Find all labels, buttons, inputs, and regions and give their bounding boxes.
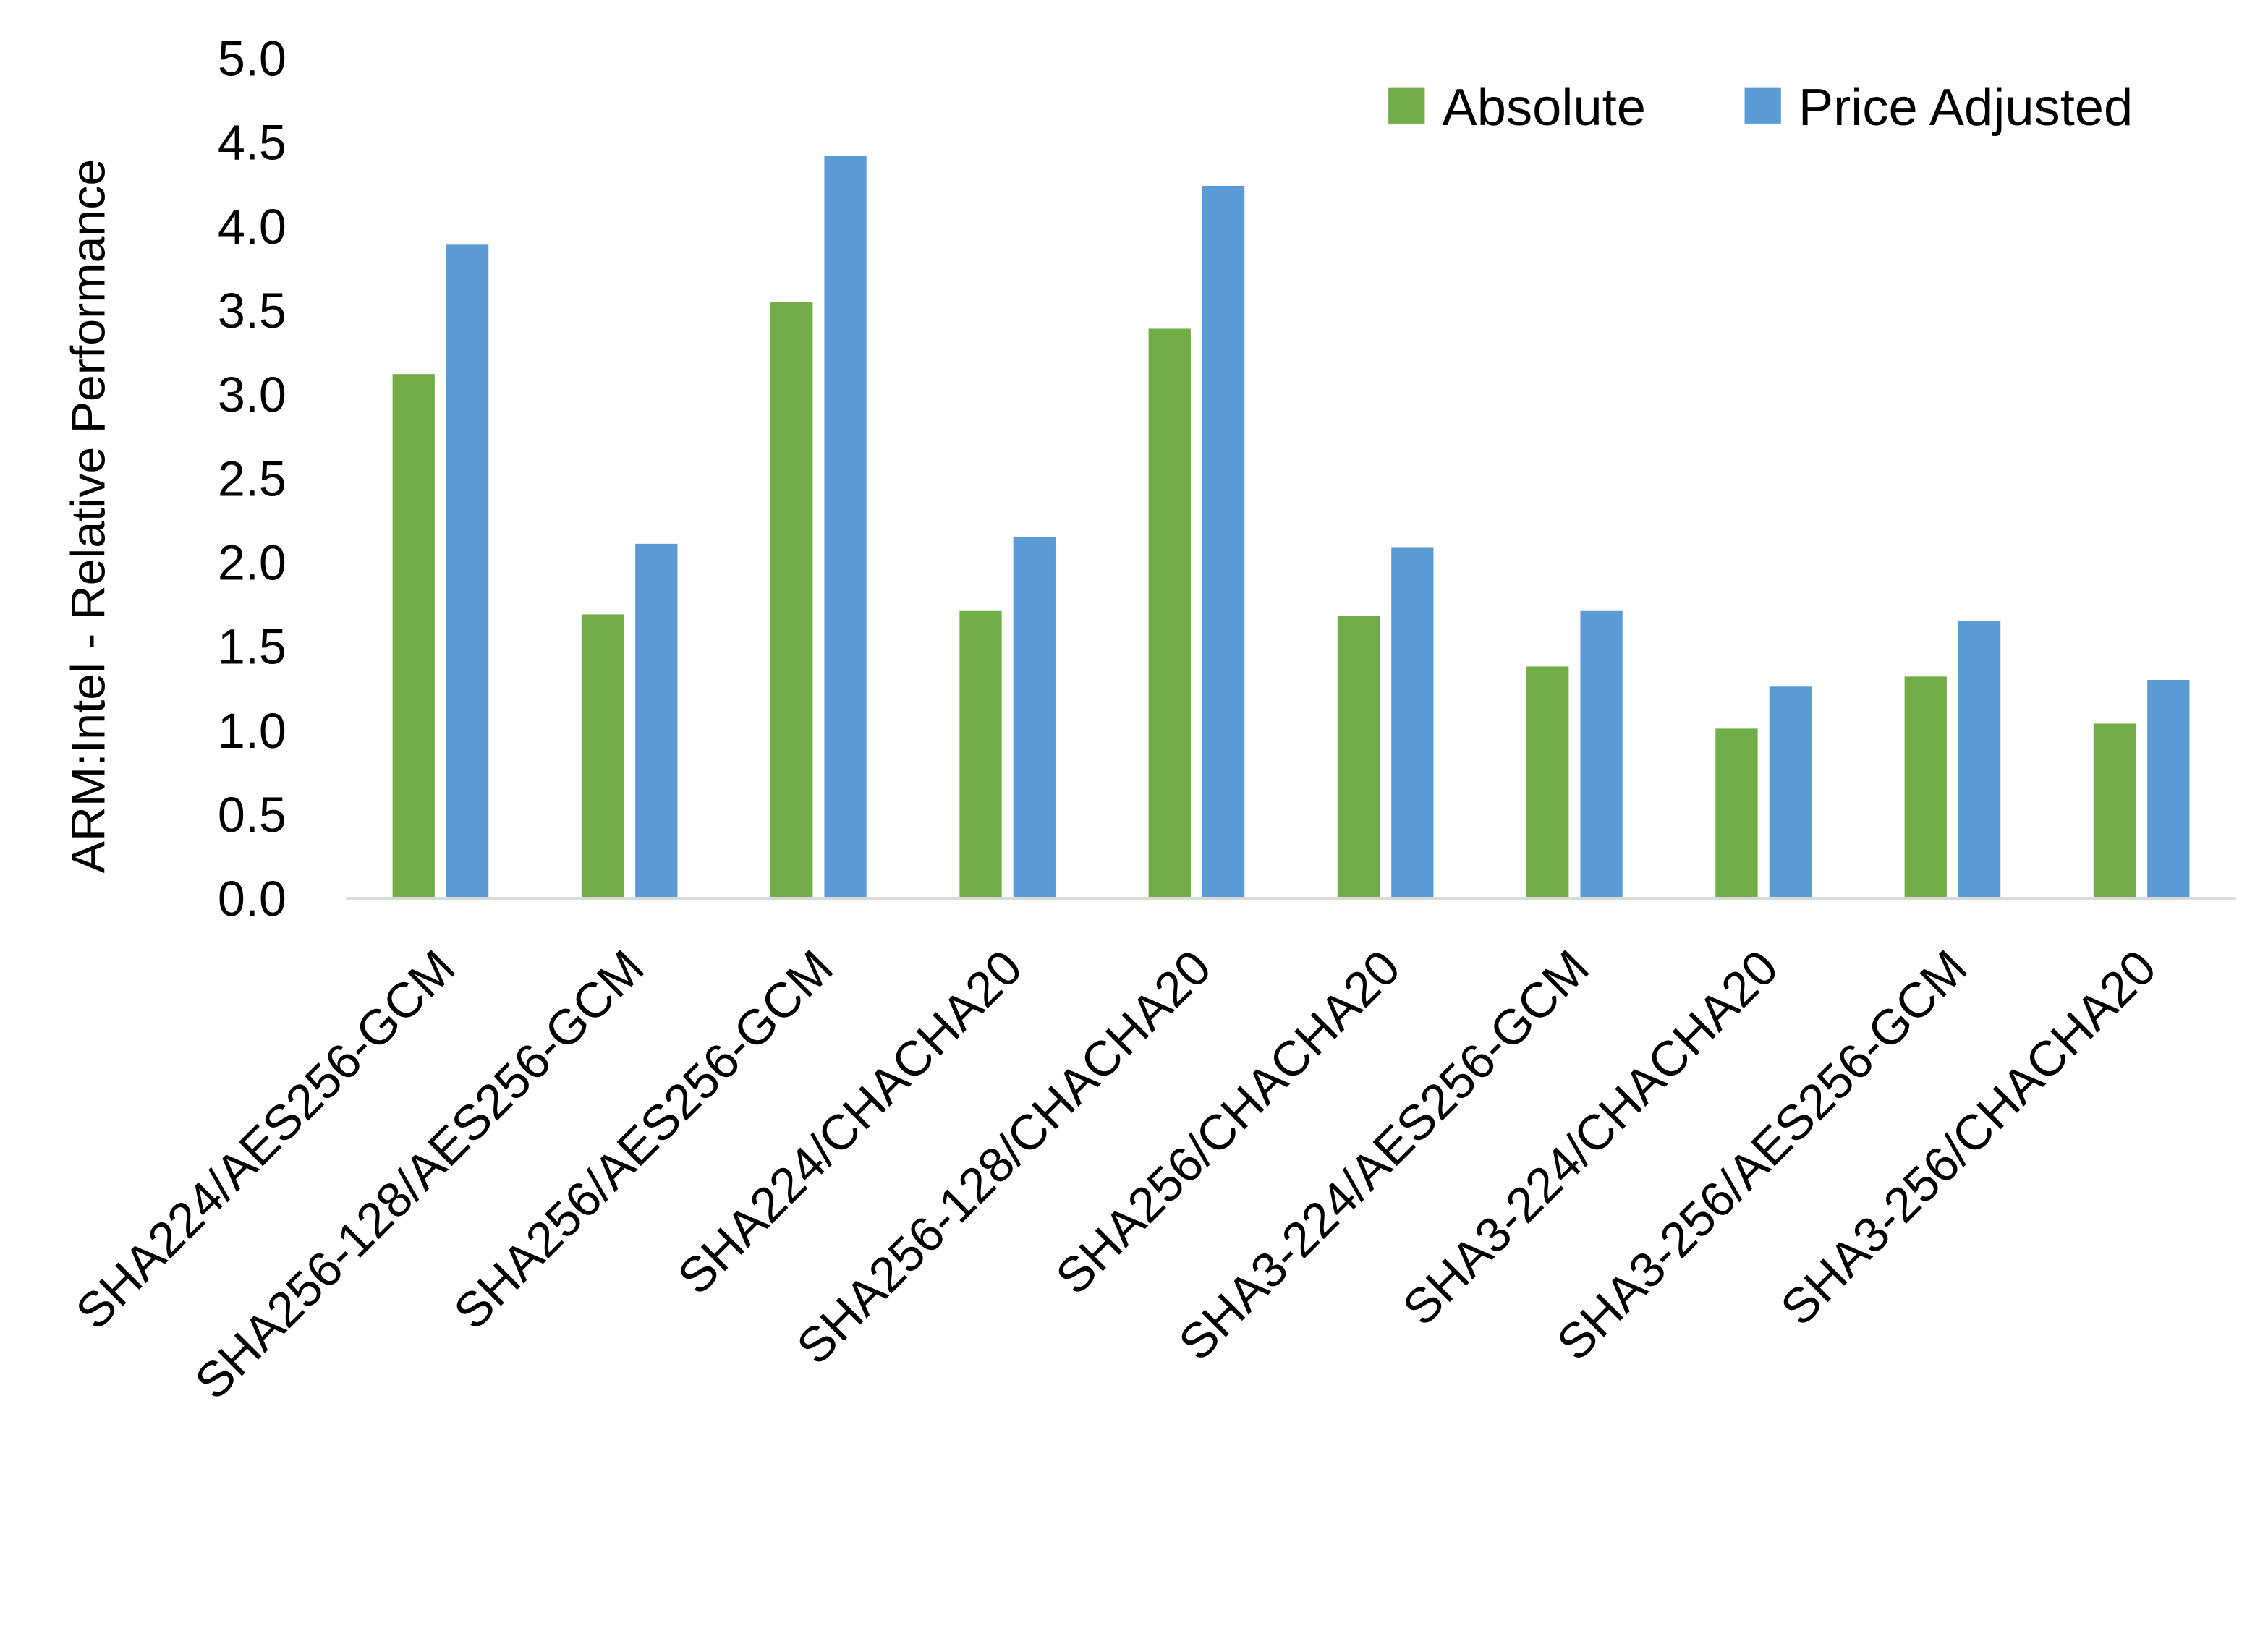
y-axis-title: ARM:Intel - Relative Performance xyxy=(62,159,116,873)
bar-absolute xyxy=(392,374,435,899)
bar-price-adjusted xyxy=(1391,547,1434,899)
x-tick-labels: SHA224/AES256-GCMSHA256-128/AES256-GCMSH… xyxy=(66,940,2167,1410)
y-tick-label: 2.5 xyxy=(218,451,286,506)
bar-price-adjusted xyxy=(1580,610,1623,899)
y-tick-labels: 0.0 0.5 1.0 1.5 2.0 2.5 3.0 3.5 4.0 4.5 5.0 xyxy=(218,32,286,927)
y-tick-label: 0.5 xyxy=(218,788,286,843)
y-tick-label: 0.0 xyxy=(218,872,286,927)
y-tick-label: 3.5 xyxy=(218,284,286,338)
x-tick-label: SHA3-256/CHACHA20 xyxy=(1770,940,2167,1336)
x-tick-label: SHA256/AES256-GCM xyxy=(443,940,844,1340)
y-tick-label: 4.0 xyxy=(218,200,286,255)
bar-price-adjusted xyxy=(1958,621,2001,899)
x-tick-label: SHA256/CHACHA20 xyxy=(1045,940,1411,1305)
bar-absolute xyxy=(1526,666,1569,899)
bar-price-adjusted xyxy=(1202,186,1245,899)
bar-absolute xyxy=(770,302,813,899)
y-tick-label: 1.0 xyxy=(218,704,286,759)
x-tick-label: SHA224/CHACHA20 xyxy=(668,940,1033,1305)
bar-absolute xyxy=(1904,676,1947,899)
bar-price-adjusted xyxy=(1013,537,1056,899)
bar-absolute xyxy=(581,614,624,899)
bar-price-adjusted xyxy=(824,156,867,899)
bar-price-adjusted xyxy=(446,244,489,899)
legend: Absolute Price Adjusted xyxy=(1388,79,2133,137)
x-tick-label: SHA224/AES256-GCM xyxy=(66,940,466,1340)
legend-swatch xyxy=(1744,87,1781,124)
bar-absolute xyxy=(2093,723,2136,899)
bar-price-adjusted xyxy=(1769,686,1812,899)
bar-price-adjusted xyxy=(2147,679,2190,899)
x-tick-label: SHA3-224/CHACHA20 xyxy=(1393,940,1789,1336)
y-tick-label: 1.5 xyxy=(218,620,286,675)
bar-price-adjusted xyxy=(635,543,678,899)
y-tick-label: 4.5 xyxy=(218,116,286,171)
legend-label: Price Adjusted xyxy=(1798,79,2133,137)
y-tick-label: 2.0 xyxy=(218,535,286,590)
y-tick-label: 5.0 xyxy=(218,32,286,87)
legend-swatch xyxy=(1388,87,1425,124)
bar-absolute xyxy=(1337,616,1380,899)
bar-absolute xyxy=(1148,328,1191,899)
y-tick-label: 3.0 xyxy=(218,367,286,422)
bar-absolute xyxy=(1715,728,1758,899)
bar-absolute xyxy=(959,610,1002,899)
legend-label: Absolute xyxy=(1443,79,1646,137)
bars-layer xyxy=(392,156,2190,899)
